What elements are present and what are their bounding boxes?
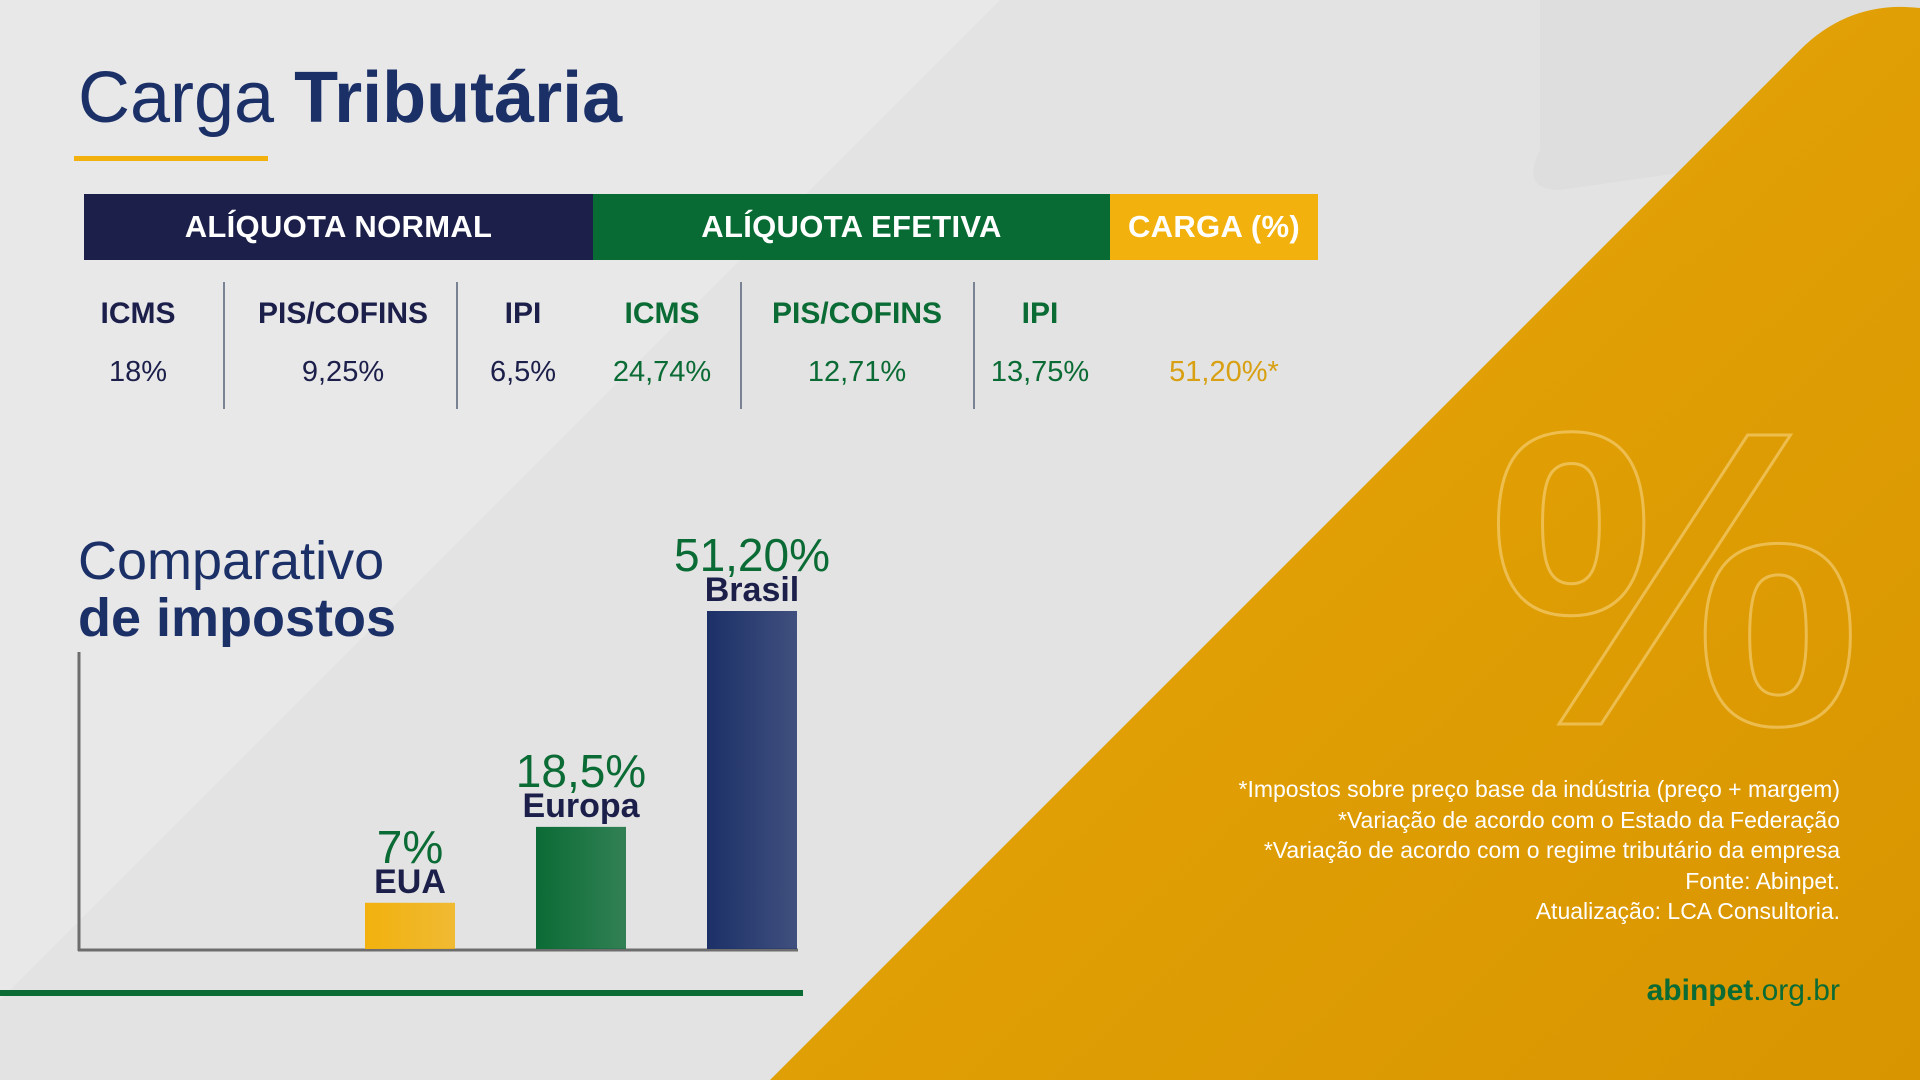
site-rest: .org.br bbox=[1753, 974, 1840, 1007]
bar-category-label: Brasil bbox=[705, 571, 800, 609]
title-underline bbox=[74, 156, 268, 161]
percent-symbol-decoration: % bbox=[1486, 345, 1862, 814]
bar-europa bbox=[536, 826, 626, 949]
page-title: Carga Tributária bbox=[78, 62, 622, 134]
header-aliquota-efetiva: ALÍQUOTA EFETIVA bbox=[593, 194, 1110, 260]
header-aliquota-normal: ALÍQUOTA NORMAL bbox=[84, 194, 593, 260]
efetiva-ipi-cell: IPI 13,75% bbox=[945, 292, 1135, 394]
bar-brasil bbox=[707, 611, 797, 949]
carga-value: 51,20%* bbox=[1169, 356, 1279, 388]
footnote: Atualização: LCA Consultoria. bbox=[1535, 898, 1840, 924]
efetiva-piscofins-value: 12,71% bbox=[807, 356, 907, 388]
normal-ipi-value: 6,5% bbox=[489, 356, 557, 388]
normal-ipi-label: IPI bbox=[504, 297, 542, 330]
comparativo-line1: Comparativo bbox=[78, 531, 385, 591]
footnote: *Variação de acordo com o regime tributá… bbox=[1263, 837, 1840, 863]
bar-category-label: Europa bbox=[522, 787, 640, 825]
site-bold: abinpet bbox=[1646, 974, 1754, 1007]
normal-icms-value: 18% bbox=[108, 356, 168, 388]
normal-icms-label: ICMS bbox=[100, 297, 176, 330]
normal-icms-cell: ICMS 18% bbox=[43, 292, 233, 394]
divider bbox=[456, 282, 458, 409]
divider bbox=[973, 282, 975, 409]
green-divider-line bbox=[0, 990, 803, 996]
normal-ipi-cell: IPI 6,5% bbox=[428, 292, 618, 394]
footnotes: *Impostos sobre preço base da indústria … bbox=[1239, 774, 1840, 927]
divider bbox=[223, 282, 225, 409]
efetiva-piscofins-label: PIS/COFINS bbox=[771, 297, 943, 330]
bar-value-label: 51,20% bbox=[674, 529, 830, 581]
header-carga: CARGA (%) bbox=[1110, 194, 1318, 260]
bar-eua bbox=[365, 902, 455, 949]
comparativo-title: Comparativo de impostos bbox=[78, 533, 396, 646]
bar-value-label: 7% bbox=[377, 821, 443, 873]
orange-panel bbox=[770, 6, 1920, 1080]
efetiva-piscofins-cell: PIS/COFINS 12,71% bbox=[762, 292, 952, 394]
footnote: *Variação de acordo com o Estado da Fede… bbox=[1337, 806, 1840, 833]
title-light: Carga bbox=[78, 58, 275, 138]
efetiva-icms-cell: ICMS 24,74% bbox=[567, 292, 757, 394]
bar-category-label: EUA bbox=[374, 863, 446, 901]
title-bold: Tributária bbox=[294, 58, 623, 138]
efetiva-ipi-label: IPI bbox=[1021, 297, 1059, 330]
efetiva-icms-label: ICMS bbox=[624, 297, 700, 330]
efetiva-icms-value: 24,74% bbox=[612, 356, 712, 388]
normal-piscofins-cell: PIS/COFINS 9,25% bbox=[248, 292, 438, 394]
footnote: *Impostos sobre preço base da indústria … bbox=[1238, 776, 1840, 802]
efetiva-ipi-value: 13,75% bbox=[990, 356, 1090, 388]
footnote: Fonte: Abinpet. bbox=[1685, 867, 1840, 894]
normal-piscofins-value: 9,25% bbox=[301, 356, 385, 388]
divider bbox=[740, 282, 742, 409]
carga-cell: 51,20%* bbox=[1129, 292, 1319, 394]
comparativo-line2: de impostos bbox=[78, 587, 397, 648]
site-link[interactable]: abinpet.org.br bbox=[1647, 974, 1840, 1008]
bar-value-label: 18,5% bbox=[516, 745, 646, 797]
normal-piscofins-label: PIS/COFINS bbox=[257, 297, 429, 330]
